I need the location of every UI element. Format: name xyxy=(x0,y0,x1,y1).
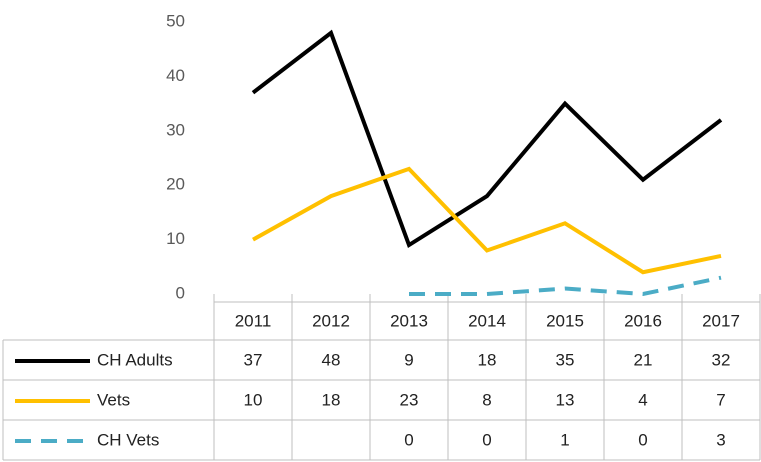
y-tick-label: 10 xyxy=(166,229,185,248)
x-tick-label: 2013 xyxy=(390,311,428,330)
table-value: 0 xyxy=(482,430,491,449)
table-value: 8 xyxy=(482,390,491,409)
y-tick-label: 40 xyxy=(166,66,185,85)
table-value: 1 xyxy=(560,430,569,449)
table-value: 37 xyxy=(244,350,263,369)
y-tick-label: 0 xyxy=(176,283,185,302)
table-value: 3 xyxy=(716,430,725,449)
table-value: 18 xyxy=(478,350,497,369)
table-value: 0 xyxy=(638,430,647,449)
x-tick-label: 2017 xyxy=(702,311,740,330)
series-line xyxy=(251,29,723,249)
x-tick-label: 2011 xyxy=(235,311,272,330)
y-tick-label: 50 xyxy=(166,11,185,30)
table-value: 23 xyxy=(400,390,419,409)
series-line xyxy=(409,275,722,297)
table-value: 18 xyxy=(322,390,341,409)
table-value: 4 xyxy=(638,390,647,409)
table-value: 0 xyxy=(404,430,413,449)
legend-label: CH Vets xyxy=(97,430,159,449)
table-value: 13 xyxy=(556,390,575,409)
table-value: 9 xyxy=(404,350,413,369)
legend-label: Vets xyxy=(97,390,130,409)
x-tick-label: 2012 xyxy=(312,311,350,330)
legend-label: CH Adults xyxy=(97,350,173,369)
table-value: 10 xyxy=(244,390,263,409)
table-value: 35 xyxy=(556,350,575,369)
table-value: 21 xyxy=(634,350,653,369)
table-value: 7 xyxy=(716,390,725,409)
y-tick-label: 30 xyxy=(166,120,185,139)
table-value: 48 xyxy=(322,350,341,369)
y-tick-label: 20 xyxy=(166,175,185,194)
x-tick-label: 2014 xyxy=(468,311,506,330)
series-line xyxy=(252,166,722,275)
x-tick-label: 2016 xyxy=(624,311,662,330)
table-value: 32 xyxy=(712,350,731,369)
x-tick-label: 2015 xyxy=(546,311,584,330)
